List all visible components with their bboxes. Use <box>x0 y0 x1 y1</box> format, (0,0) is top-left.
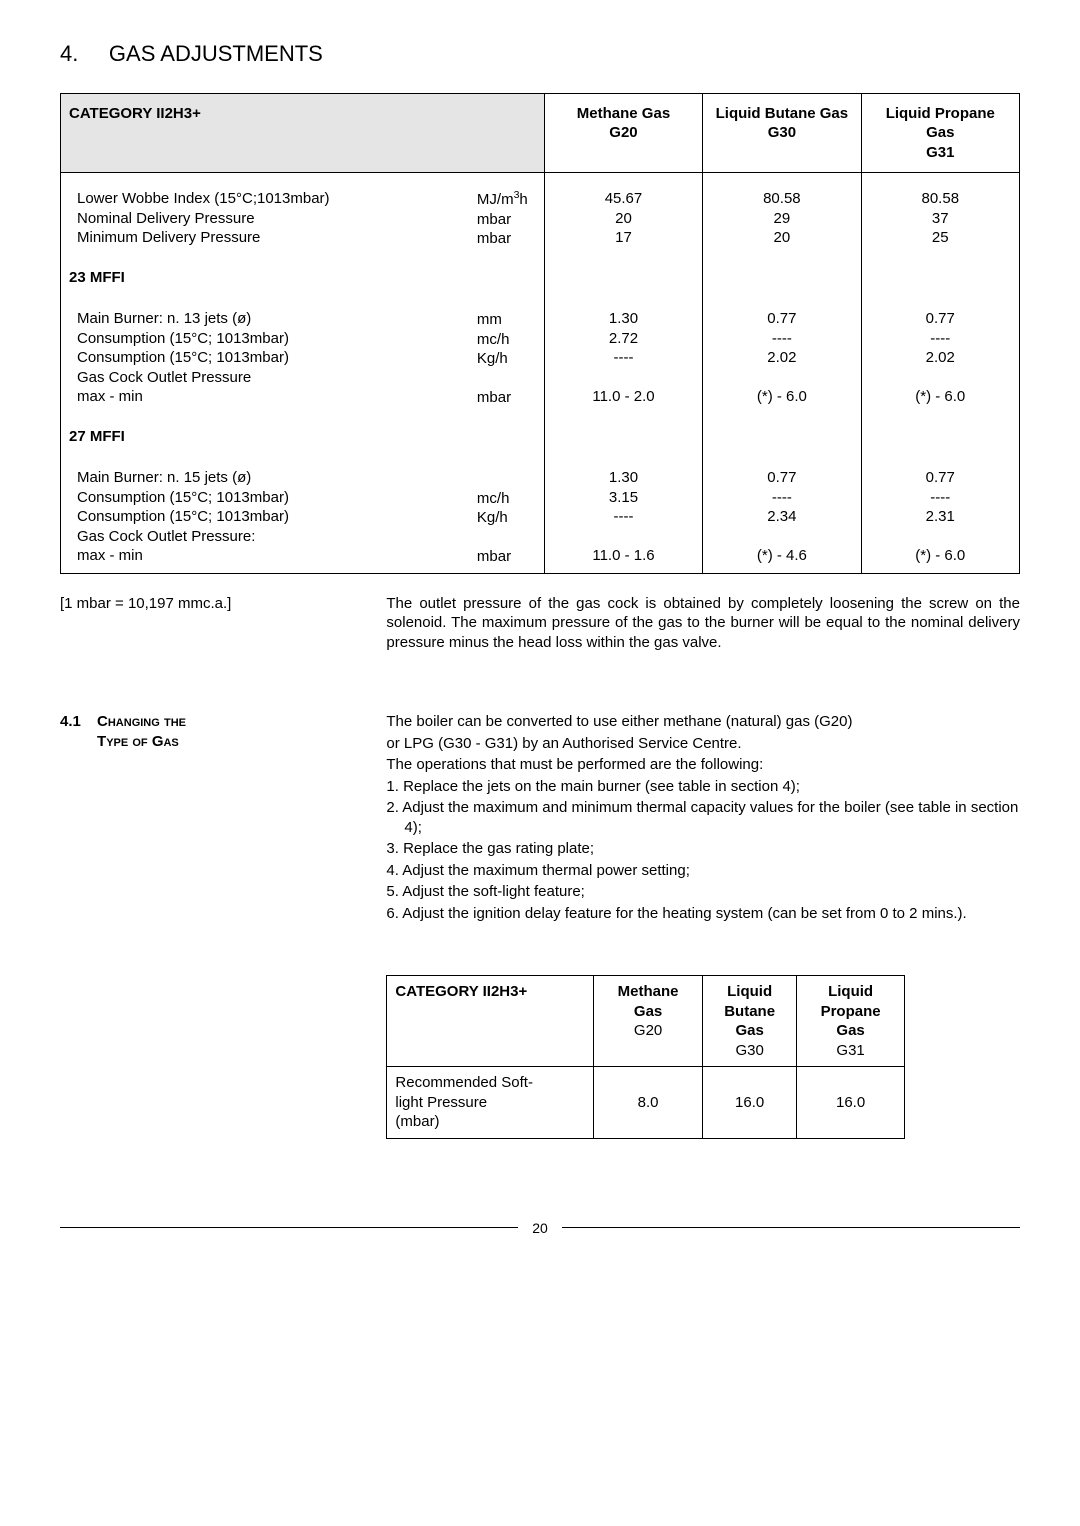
soft-light-table-wrap: CATEGORY II2H3+ Methane Gas G20 Liquid B… <box>386 975 904 1139</box>
table-labels-col: Lower Wobbe Index (15°C;1013mbar) Nomina… <box>61 173 461 574</box>
st-header-g20: Methane Gas G20 <box>594 976 703 1067</box>
table-body-row: Lower Wobbe Index (15°C;1013mbar) Nomina… <box>61 173 1020 574</box>
table-units-col: MJ/m3h mbar mbar mm mc/h Kg/h mbar mc/h … <box>461 173 544 574</box>
note-row: [1 mbar = 10,197 mmc.a.] The outlet pres… <box>60 594 1020 653</box>
table-g20-col: 45.67 20 17 1.30 2.72 ---- 11.0 - 2.0 1.… <box>544 173 702 574</box>
st-header-category: CATEGORY II2H3+ <box>387 976 594 1067</box>
list-item: 6. Adjust the ignition delay feature for… <box>386 904 1020 924</box>
group-title-23: 23 MFFI <box>61 254 461 294</box>
note-left: [1 mbar = 10,197 mmc.a.] <box>60 594 386 653</box>
page-number: 20 <box>518 1219 562 1237</box>
section-name: GAS ADJUSTMENTS <box>109 41 323 66</box>
list-item: 4. Adjust the maximum thermal power sett… <box>386 861 1020 881</box>
table-header-g20: Methane Gas G20 <box>544 93 702 173</box>
st-g30: 16.0 <box>702 1067 797 1139</box>
st-data-row: Recommended Soft- light Pressure (mbar) … <box>387 1067 904 1139</box>
group-title-27: 27 MFFI <box>61 413 461 453</box>
subsection-heading: 4.1 Changing the Type of Gas <box>60 712 386 925</box>
table-header-g30: Liquid Butane Gas G30 <box>703 93 861 173</box>
list-item: 3. Replace the gas rating plate; <box>386 839 1020 859</box>
gas-adjustments-table: CATEGORY II2H3+ Methane Gas G20 Liquid B… <box>60 93 1020 574</box>
st-g31: 16.0 <box>797 1067 904 1139</box>
table-g30-col: 80.58 29 20 0.77 ---- 2.02 (*) - 6.0 0.7… <box>703 173 861 574</box>
subsection-4-1: 4.1 Changing the Type of Gas The boiler … <box>60 712 1020 925</box>
soft-light-table: CATEGORY II2H3+ Methane Gas G20 Liquid B… <box>386 975 904 1139</box>
st-g20: 8.0 <box>594 1067 703 1139</box>
table-header-category: CATEGORY II2H3+ <box>61 93 545 173</box>
list-item: 1. Replace the jets on the main burner (… <box>386 777 1020 797</box>
subsection-body: The boiler can be converted to use eithe… <box>386 712 1020 925</box>
table-g31-col: 80.58 37 25 0.77 ---- 2.02 (*) - 6.0 0.7… <box>861 173 1019 574</box>
page-footer: 20 <box>60 1219 1020 1237</box>
list-item: 2. Adjust the maximum and minimum therma… <box>386 798 1020 837</box>
section-number: 4. <box>60 41 78 66</box>
st-row-label: Recommended Soft- light Pressure (mbar) <box>387 1067 594 1139</box>
table-header-g31: Liquid Propane Gas G31 <box>861 93 1019 173</box>
footer-line-right <box>562 1227 1020 1228</box>
section-title: 4. GAS ADJUSTMENTS <box>60 40 1020 69</box>
footer-line-left <box>60 1227 518 1228</box>
subsection-number: 4.1 <box>60 712 81 732</box>
note-right: The outlet pressure of the gas cock is o… <box>386 594 1020 653</box>
st-header-g30: Liquid Butane Gas G30 <box>702 976 797 1067</box>
list-item: 5. Adjust the soft-light feature; <box>386 882 1020 902</box>
st-header-g31: Liquid Propane Gas G31 <box>797 976 904 1067</box>
